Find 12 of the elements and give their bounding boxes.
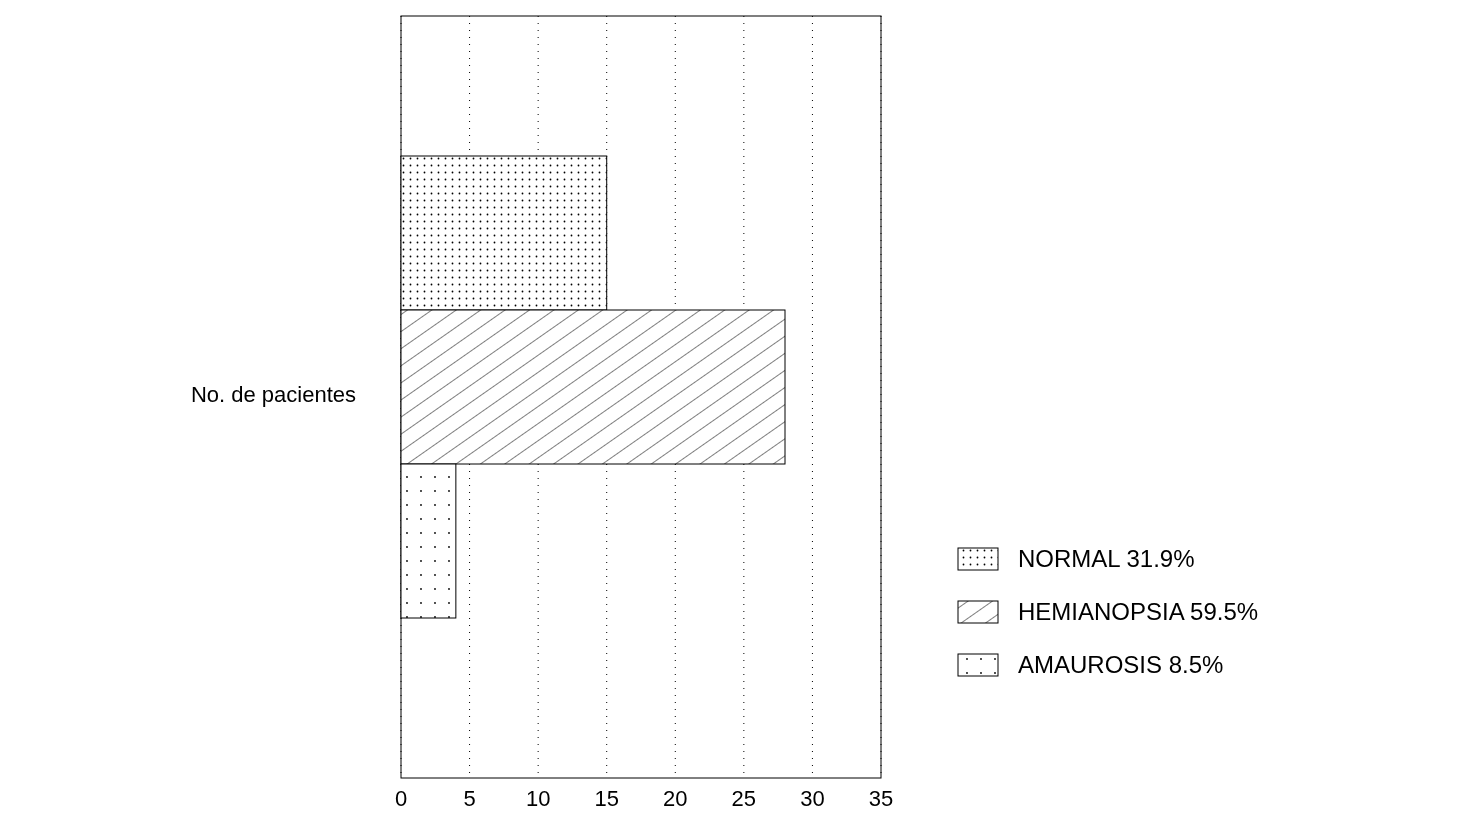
x-tick-label: 20 bbox=[663, 786, 688, 811]
legend-label: NORMAL 31.9% bbox=[1018, 545, 1195, 572]
legend-label: HEMIANOPSIA 59.5% bbox=[1018, 598, 1259, 625]
x-tick-label: 15 bbox=[594, 786, 619, 811]
x-tick-label: 35 bbox=[868, 786, 894, 811]
y-axis-title: No. de pacientes bbox=[190, 382, 356, 407]
x-tick-label: 5 bbox=[463, 786, 476, 811]
x-tick-label: 10 bbox=[525, 786, 551, 811]
legend-label: AMAUROSIS 8.5% bbox=[1018, 651, 1224, 678]
x-tick-label: 30 bbox=[800, 786, 825, 811]
x-tick-label: 25 bbox=[731, 786, 757, 811]
x-tick-label: 0 bbox=[394, 786, 408, 811]
